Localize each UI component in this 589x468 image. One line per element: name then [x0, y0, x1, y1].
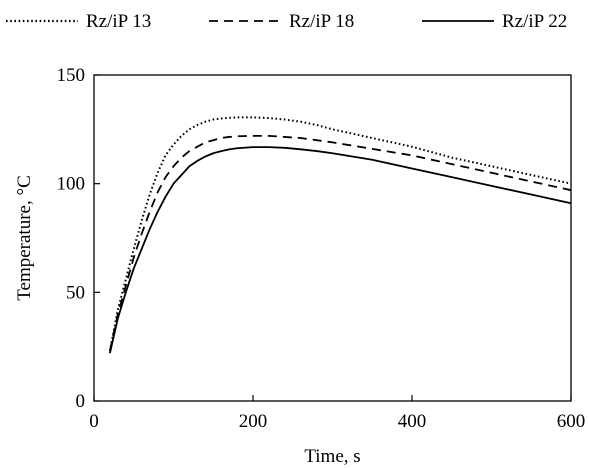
axes: 0 200 400 600 0 50 100 150	[57, 65, 586, 432]
legend: Rz/iP 13 Rz/iP 18 Rz/iP 22	[6, 11, 567, 32]
x-axis-title: Time, s	[304, 446, 360, 467]
y-axis-title: Temperature, °C	[14, 175, 35, 301]
x-tick-label: 400	[398, 411, 427, 432]
x-tick-label: 600	[557, 411, 586, 432]
plot-frame	[93, 74, 572, 402]
y-tick-label: 0	[76, 391, 86, 412]
y-tick-label: 50	[66, 282, 85, 303]
series-line-1	[108, 116, 572, 352]
y-tick-label: 100	[57, 174, 86, 195]
x-tick-label: 200	[239, 411, 268, 432]
series-line-3	[109, 146, 572, 354]
legend-label-3: Rz/iP 22	[502, 11, 567, 32]
y-tick-label: 150	[57, 65, 86, 86]
legend-label-1: Rz/iP 13	[86, 11, 151, 32]
x-tick-label: 0	[89, 411, 99, 432]
plot-area	[108, 116, 572, 354]
legend-label-2: Rz/iP 18	[289, 11, 354, 32]
series-line-2	[109, 134, 572, 352]
